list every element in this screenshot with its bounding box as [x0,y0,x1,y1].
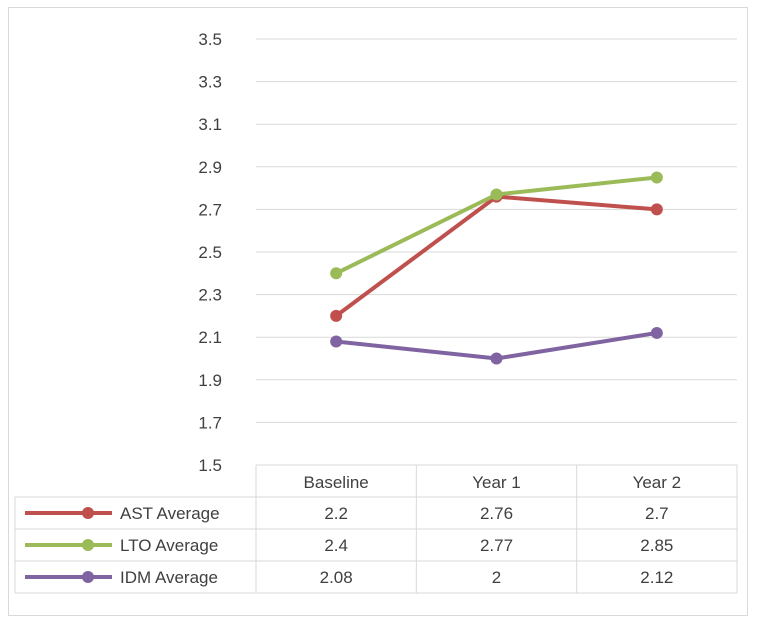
y-tick-label: 2.5 [198,243,222,262]
x-category-label: Baseline [304,473,369,492]
y-tick-label: 3.1 [198,115,222,134]
legend-label: IDM Average [120,568,218,587]
legend-key-marker [82,539,94,551]
series-line [334,194,659,318]
data-label: 2.12 [640,568,673,587]
y-tick-label: 2.7 [198,200,222,219]
y-tick-label: 1.5 [198,456,222,475]
legend-key-marker [82,571,94,583]
y-tick-label: 2.3 [198,286,222,305]
data-label: 2.76 [480,504,513,523]
data-label: 2.7 [645,504,669,523]
y-tick-label: 2.1 [198,328,222,347]
data-label: 2.2 [324,504,348,523]
data-point [650,203,663,216]
data-point [490,352,503,365]
legend-label: LTO Average [120,536,218,555]
y-tick-label: 1.9 [198,371,222,390]
data-label: 2 [492,568,501,587]
y-tick-label: 3.5 [198,30,222,49]
y-tick-label: 3.3 [198,73,222,92]
data-label: 2.85 [640,536,673,555]
legend-key-marker [82,507,94,519]
data-point [650,326,663,339]
data-point [330,309,343,322]
data-label: 2.4 [324,536,348,555]
legend-label: AST Average [120,504,220,523]
y-tick-label: 2.9 [198,158,222,177]
y-tick-label: 1.7 [198,413,222,432]
x-category-label: Year 2 [633,473,682,492]
data-point [650,171,663,184]
data-point [330,267,343,280]
data-point [490,188,503,201]
data-label: 2.77 [480,536,513,555]
data-point [330,335,343,348]
chart-frame [8,7,748,616]
x-category-label: Year 1 [472,473,521,492]
data-label: 2.08 [320,568,353,587]
